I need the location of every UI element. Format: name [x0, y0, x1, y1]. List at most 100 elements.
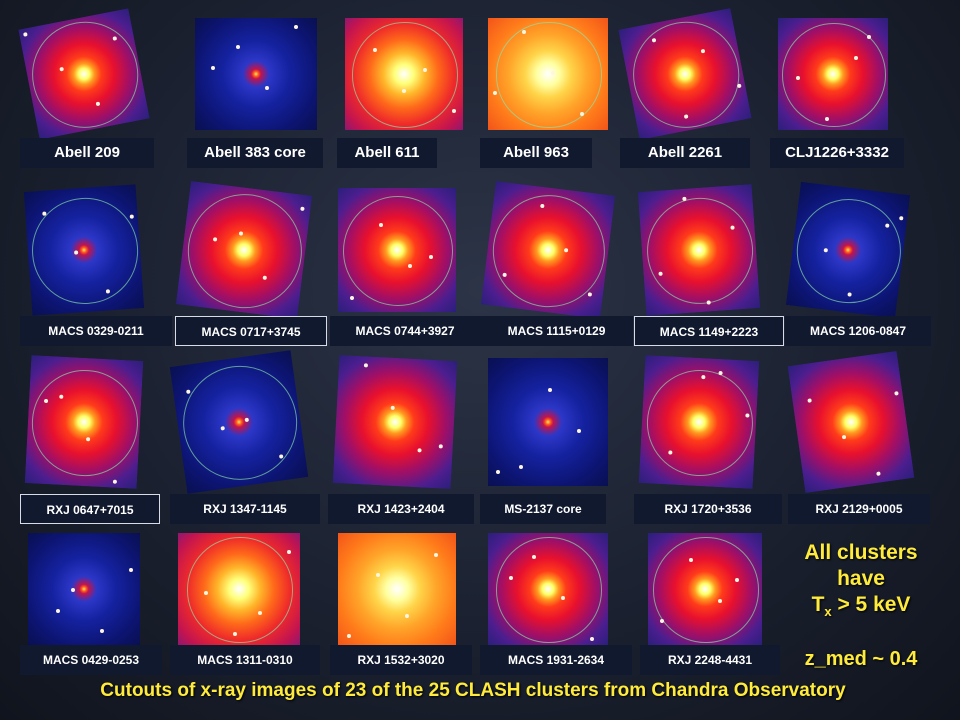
point-source	[496, 470, 500, 474]
cluster-label-macs-0717-3745: MACS 0717+3745	[175, 316, 327, 346]
cluster-image-rxj-0647-7015	[24, 355, 144, 489]
cluster-image-abell-963	[488, 18, 608, 130]
point-source	[211, 66, 215, 70]
cluster-image-rxj-2248-4431	[648, 533, 762, 645]
aperture-ring	[187, 537, 293, 643]
point-source	[265, 86, 269, 90]
point-source	[825, 117, 829, 121]
cluster-label-rxj-0647-7015: RXJ 0647+7015	[20, 494, 160, 524]
cluster-label-rxj-2129-0005: RXJ 2129+0005	[788, 494, 930, 524]
cluster-label-rxj-2248-4431: RXJ 2248-4431	[640, 645, 780, 675]
aperture-ring	[352, 22, 458, 128]
point-source	[287, 550, 291, 554]
point-source	[258, 611, 262, 615]
aperture-ring	[653, 537, 759, 643]
point-source	[434, 553, 438, 557]
note-line-3: Tx > 5 keV	[776, 592, 946, 625]
point-source	[129, 568, 133, 572]
point-source	[236, 45, 240, 49]
cluster-image-macs-0329-0211	[23, 184, 145, 316]
point-source	[71, 588, 75, 592]
point-source	[718, 599, 722, 603]
xray-emission	[488, 358, 608, 486]
point-source	[452, 109, 456, 113]
cluster-label-macs-1149-2223: MACS 1149+2223	[634, 316, 784, 346]
aperture-ring	[782, 23, 886, 127]
xray-emission	[787, 350, 915, 494]
cluster-label-macs-0329-0211: MACS 0329-0211	[20, 316, 172, 346]
point-source	[379, 223, 383, 227]
point-source	[580, 112, 584, 116]
cluster-label-ms-2137-core: MS-2137 core	[480, 494, 606, 524]
cluster-image-rxj-1720-3536	[638, 355, 760, 489]
point-source	[551, 71, 555, 75]
point-source	[590, 637, 594, 641]
point-source	[204, 591, 208, 595]
cluster-image-abell-383-core	[195, 18, 317, 130]
cluster-image-abell-209	[18, 8, 150, 140]
point-source	[660, 619, 664, 623]
point-source	[796, 76, 800, 80]
point-source	[519, 465, 523, 469]
cluster-label-abell-963: Abell 963	[480, 138, 592, 168]
cluster-image-abell-611	[345, 18, 463, 130]
cluster-label-macs-1931-2634: MACS 1931-2634	[480, 645, 632, 675]
point-source	[867, 35, 871, 39]
cluster-label-macs-0744-3927: MACS 0744+3927	[330, 316, 480, 346]
cluster-label-rxj-1720-3536: RXJ 1720+3536	[634, 494, 782, 524]
point-source	[408, 264, 412, 268]
cluster-image-macs-1311-0310	[178, 533, 300, 645]
point-source	[522, 30, 526, 34]
cluster-label-abell-209: Abell 209	[20, 138, 154, 168]
tx-subscript: x	[824, 604, 832, 620]
cluster-label-rxj-1347-1145: RXJ 1347-1145	[170, 494, 320, 524]
note-line-2: have	[837, 567, 885, 590]
cluster-image-macs-1206-0847	[785, 181, 911, 319]
xray-emission	[332, 354, 458, 490]
cluster-label-abell-2261: Abell 2261	[620, 138, 750, 168]
point-source	[548, 388, 552, 392]
cluster-image-rxj-1532-3020	[338, 533, 456, 645]
point-source	[347, 634, 351, 638]
point-source	[532, 555, 536, 559]
point-source	[56, 609, 60, 613]
aperture-ring	[496, 22, 602, 128]
point-source	[350, 296, 354, 300]
xray-emission	[28, 533, 140, 645]
point-source	[233, 632, 237, 636]
cluster-label-abell-383-core: Abell 383 core	[187, 138, 323, 168]
cluster-label-rxj-1423-2404: RXJ 1423+2404	[328, 494, 474, 524]
cluster-label-rxj-1532-3020: RXJ 1532+3020	[330, 645, 472, 675]
cluster-image-rxj-1423-2404	[332, 354, 458, 490]
xray-emission	[195, 18, 317, 130]
point-source	[100, 629, 104, 633]
cluster-label-clj1226-3332: CLJ1226+3332	[770, 138, 904, 168]
cluster-label-abell-611: Abell 611	[337, 138, 437, 168]
cluster-image-clj1226-3332	[778, 18, 888, 130]
point-source	[577, 429, 581, 433]
point-source	[854, 56, 858, 60]
point-source	[689, 558, 693, 562]
cluster-image-rxj-2129-0005	[787, 350, 915, 494]
cluster-image-macs-1931-2634	[488, 533, 608, 645]
point-source	[493, 91, 497, 95]
point-source	[735, 578, 739, 582]
cluster-label-macs-1206-0847: MACS 1206-0847	[785, 316, 931, 346]
cluster-image-macs-0429-0253	[28, 533, 140, 645]
point-source	[402, 89, 406, 93]
cluster-image-abell-2261	[618, 8, 752, 140]
note-line-1: All clusters	[804, 541, 918, 564]
point-source	[376, 573, 380, 577]
cluster-label-macs-1311-0310: MACS 1311-0310	[170, 645, 320, 675]
point-source	[373, 48, 377, 52]
point-source	[561, 596, 565, 600]
cluster-image-ms-2137-core	[488, 358, 608, 486]
temperature-note: All clusters have Tx > 5 keV	[776, 540, 946, 625]
median-redshift-note: z_med ~ 0.4	[804, 648, 918, 670]
cluster-image-macs-0744-3927	[338, 188, 456, 312]
point-source	[423, 68, 427, 72]
point-source	[429, 255, 433, 259]
cluster-label-macs-1115-0129: MACS 1115+0129	[480, 316, 633, 346]
cluster-image-rxj-1347-1145	[169, 350, 309, 494]
cluster-image-macs-0717-3745	[175, 181, 313, 319]
